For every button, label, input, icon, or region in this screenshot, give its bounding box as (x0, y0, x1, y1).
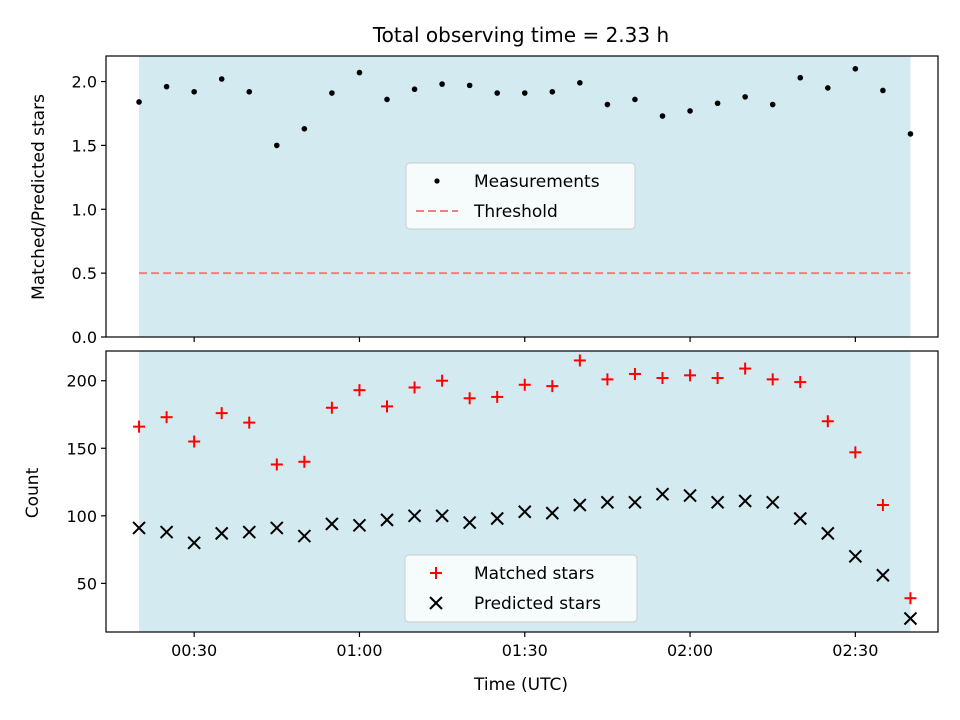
x-tick-label: 00:30 (171, 641, 217, 660)
measurement-point (550, 89, 556, 95)
measurement-point (329, 90, 335, 96)
measurements-legend-marker (434, 178, 439, 183)
figure: Total observing time = 2.33 h 0.0 0.5 1.0 1… (0, 0, 960, 720)
y-tick-label: 0.0 (72, 328, 97, 347)
ratio-y-ticks: 0.0 0.5 1.0 1.5 2.0 (72, 73, 106, 347)
count-legend: Matched stars Predicted stars (405, 555, 637, 622)
y-tick-label: 200 (66, 372, 97, 391)
y-tick-label: 100 (66, 507, 97, 526)
x-axis-label: Time (UTC) (473, 675, 568, 695)
measurement-point (632, 97, 638, 103)
measurement-point (880, 88, 886, 94)
y-tick-label: 2.0 (72, 73, 97, 92)
ratio-legend: Measurements Threshold (406, 163, 635, 229)
y-tick-label: 150 (66, 439, 97, 458)
measurement-point (522, 90, 528, 96)
y-tick-label: 1.0 (72, 200, 97, 219)
measurement-point (825, 85, 831, 91)
y-tick-label: 1.5 (72, 136, 97, 155)
measurement-point (742, 94, 748, 100)
measurement-point (246, 89, 252, 95)
ratio-panel: Total observing time = 2.33 h 0.0 0.5 1.0 1… (29, 23, 938, 347)
measurement-point (274, 143, 280, 149)
count-x-ticks: 00:30 01:00 01:30 02:00 02:30 (171, 632, 878, 660)
measurement-point (577, 80, 583, 86)
measurement-point (136, 99, 142, 105)
measurement-point (715, 100, 721, 106)
chart-title: Total observing time = 2.33 h (372, 23, 669, 47)
measurement-point (853, 66, 859, 72)
y-tick-label: 50 (77, 574, 97, 593)
measurement-point (770, 102, 776, 108)
matched-legend-label: Matched stars (474, 564, 594, 584)
measurement-point (439, 81, 445, 87)
measurement-point (797, 75, 803, 81)
measurement-point (164, 84, 170, 90)
measurement-point (191, 89, 197, 95)
measurement-point (412, 86, 418, 92)
x-tick-label: 02:00 (667, 641, 713, 660)
ratio-y-axis-label: Matched/Predicted stars (29, 94, 49, 300)
count-panel: 50 100 150 200 00:30 01:00 01:30 02:00 02:30 Co… (23, 351, 938, 695)
count-y-axis-label: Count (23, 467, 43, 518)
measurement-point (384, 97, 390, 103)
y-tick-label: 0.5 (72, 264, 97, 283)
measurements-legend-label: Measurements (474, 172, 600, 192)
measurement-point (908, 131, 914, 137)
ratio-x-ticks (194, 337, 855, 342)
measurement-point (687, 108, 693, 114)
threshold-legend-label: Threshold (473, 202, 558, 222)
measurement-point (605, 102, 611, 108)
measurement-point (357, 70, 363, 76)
measurement-point (219, 76, 225, 82)
predicted-legend-label: Predicted stars (474, 594, 601, 614)
measurement-point (467, 83, 473, 89)
count-y-ticks: 50 100 150 200 (66, 372, 106, 594)
measurement-point (660, 113, 666, 119)
measurement-point (302, 126, 308, 132)
x-tick-label: 02:30 (832, 641, 878, 660)
x-tick-label: 01:30 (502, 641, 548, 660)
x-tick-label: 01:00 (336, 641, 382, 660)
measurement-point (494, 90, 500, 96)
